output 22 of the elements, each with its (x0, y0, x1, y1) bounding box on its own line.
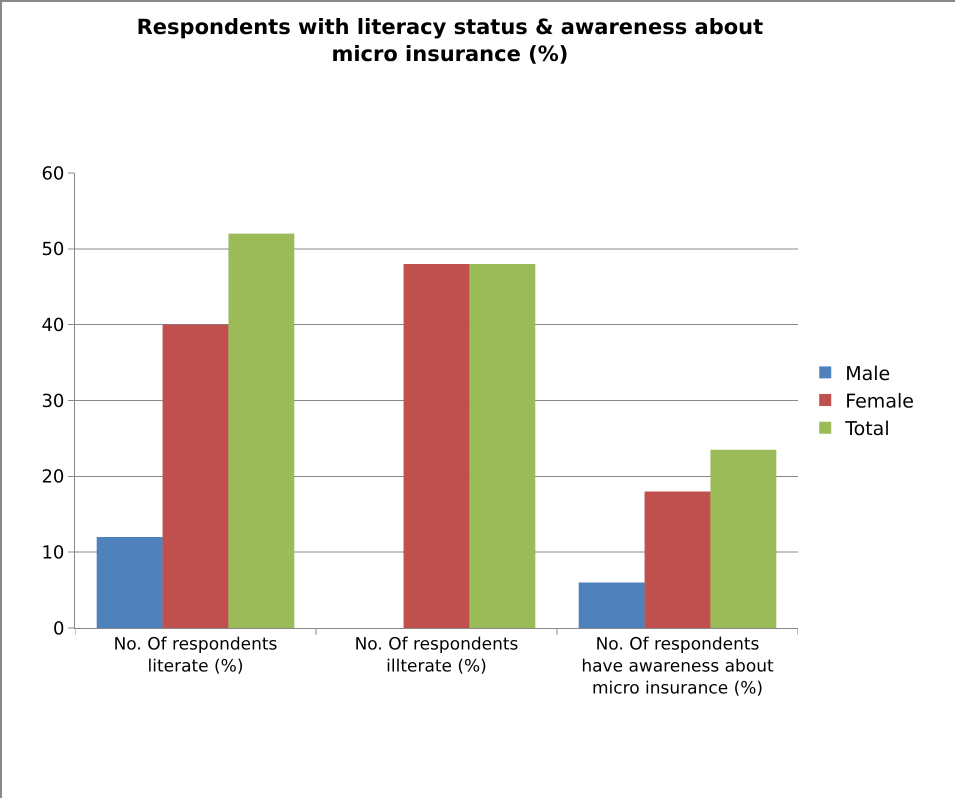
x-tick-label: No. Of respondents have awareness about micro insurance (%) (581, 634, 774, 699)
chart-title: Respondents with literacy status & awareness about micro insurance (%) (136, 14, 764, 66)
bar (644, 492, 710, 628)
y-tick-label: 10 (41, 542, 64, 564)
legend-label: Total (844, 418, 890, 440)
x-tick-label: No. Of respondents literate (%) (114, 634, 278, 676)
y-tick-label: 0 (52, 618, 64, 640)
legend-label: Male (845, 362, 890, 385)
y-tick-label: 50 (41, 239, 64, 260)
y-tick-label: 60 (41, 163, 64, 184)
x-tick-label: No. Of respondents illterate (%) (354, 634, 519, 676)
bar (710, 450, 776, 628)
bar (578, 582, 645, 628)
bar (162, 324, 228, 628)
bar (228, 234, 294, 628)
y-tick-label: 40 (41, 314, 64, 336)
bar (96, 537, 163, 628)
legend-label: Female (845, 390, 914, 412)
bar (404, 264, 470, 628)
bar (469, 264, 536, 628)
y-tick-label: 30 (41, 390, 64, 412)
y-tick-label: 20 (41, 466, 64, 488)
